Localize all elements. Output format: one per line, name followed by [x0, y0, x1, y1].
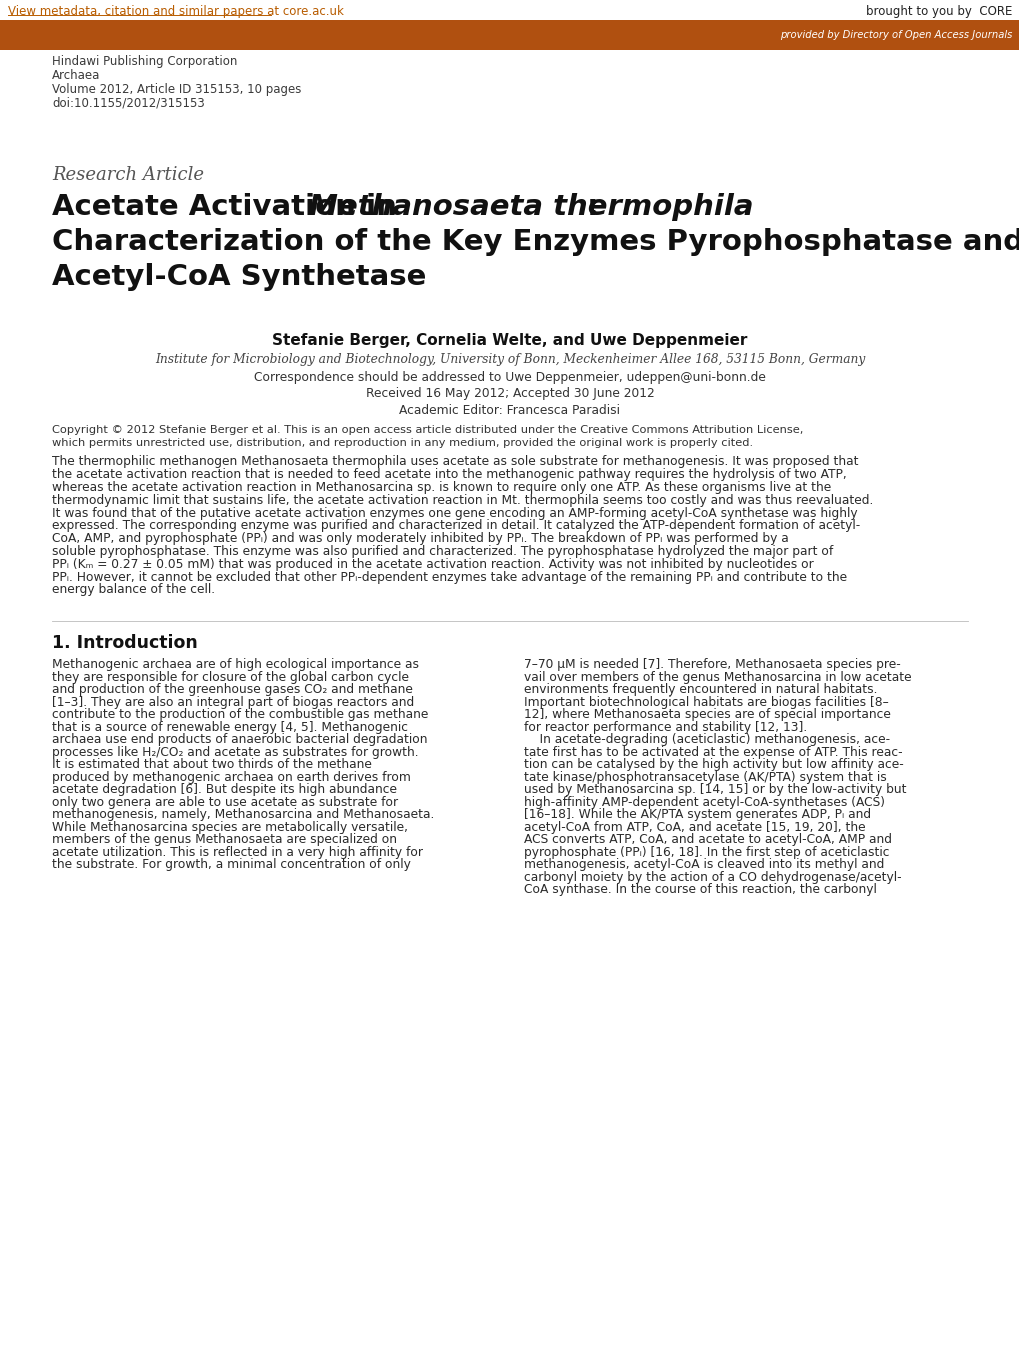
Text: members of the genus Methanosaeta are specialized on: members of the genus Methanosaeta are sp…: [52, 833, 396, 847]
Text: PPᵢ (Kₘ = 0.27 ± 0.05 mM) that was produced in the acetate activation reaction. : PPᵢ (Kₘ = 0.27 ± 0.05 mM) that was produ…: [52, 557, 813, 571]
Text: [1–3]. They are also an integral part of biogas reactors and: [1–3]. They are also an integral part of…: [52, 696, 414, 709]
Text: tate kinase/phosphotransacetylase (AK/PTA) system that is: tate kinase/phosphotransacetylase (AK/PT…: [524, 771, 886, 783]
Text: tion can be catalysed by the high activity but low affinity ace-: tion can be catalysed by the high activi…: [524, 758, 903, 771]
Text: methanogenesis, acetyl-CoA is cleaved into its methyl and: methanogenesis, acetyl-CoA is cleaved in…: [524, 859, 883, 871]
Text: methanogenesis, namely, Methanosarcina and Methanosaeta.: methanogenesis, namely, Methanosarcina a…: [52, 809, 434, 821]
Text: Volume 2012, Article ID 315153, 10 pages: Volume 2012, Article ID 315153, 10 pages: [52, 82, 301, 96]
Text: Acetate Activation in: Acetate Activation in: [52, 192, 407, 221]
Text: Methanosaeta thermophila: Methanosaeta thermophila: [309, 192, 753, 221]
Text: In acetate-degrading (aceticlastic) methanogenesis, ace-: In acetate-degrading (aceticlastic) meth…: [524, 734, 890, 746]
Text: environments frequently encountered in natural habitats.: environments frequently encountered in n…: [524, 684, 876, 696]
Text: brought to you by  CORE: brought to you by CORE: [865, 5, 1011, 19]
Text: acetate utilization. This is reflected in a very high affinity for: acetate utilization. This is reflected i…: [52, 845, 423, 859]
Text: they are responsible for closure of the global carbon cycle: they are responsible for closure of the …: [52, 670, 409, 684]
Text: thermodynamic limit that sustains life, the acetate activation reaction in Mt. t: thermodynamic limit that sustains life, …: [52, 494, 872, 507]
Text: Correspondence should be addressed to Uwe Deppenmeier, udeppen@uni-bonn.de: Correspondence should be addressed to Uw…: [254, 371, 765, 385]
Text: Acetyl-CoA Synthetase: Acetyl-CoA Synthetase: [52, 262, 426, 291]
Text: Important biotechnological habitats are biogas facilities [8–: Important biotechnological habitats are …: [524, 696, 888, 709]
Text: Archaea: Archaea: [52, 69, 100, 82]
Text: While Methanosarcina species are metabolically versatile,: While Methanosarcina species are metabol…: [52, 821, 408, 833]
Text: PPᵢ. However, it cannot be excluded that other PPᵢ-dependent enzymes take advant: PPᵢ. However, it cannot be excluded that…: [52, 571, 847, 584]
Text: The thermophilic methanogen Methanosaeta thermophila uses acetate as sole substr: The thermophilic methanogen Methanosaeta…: [52, 455, 858, 468]
Text: provided by Directory of Open Access Journals: provided by Directory of Open Access Jou…: [779, 30, 1011, 40]
Text: Stefanie Berger, Cornelia Welte, and Uwe Deppenmeier: Stefanie Berger, Cornelia Welte, and Uwe…: [272, 332, 747, 347]
Text: Characterization of the Key Enzymes Pyrophosphatase and: Characterization of the Key Enzymes Pyro…: [52, 227, 1019, 256]
Text: pyrophosphate (PPᵢ) [16, 18]. In the first step of aceticlastic: pyrophosphate (PPᵢ) [16, 18]. In the fir…: [524, 845, 889, 859]
Text: doi:10.1155/2012/315153: doi:10.1155/2012/315153: [52, 96, 205, 109]
Text: archaea use end products of anaerobic bacterial degradation: archaea use end products of anaerobic ba…: [52, 734, 427, 746]
Text: vail over members of the genus Methanosarcina in low acetate: vail over members of the genus Methanosa…: [524, 670, 911, 684]
Text: for reactor performance and stability [12, 13].: for reactor performance and stability [1…: [524, 721, 806, 734]
Text: soluble pyrophosphatase. This enzyme was also purified and characterized. The py: soluble pyrophosphatase. This enzyme was…: [52, 545, 833, 559]
Text: that is a source of renewable energy [4, 5]. Methanogenic: that is a source of renewable energy [4,…: [52, 721, 408, 734]
Bar: [0, 20, 1019, 50]
Text: carbonyl moiety by the action of a CO dehydrogenase/acetyl-: carbonyl moiety by the action of a CO de…: [524, 871, 901, 884]
Text: the substrate. For growth, a minimal concentration of only: the substrate. For growth, a minimal con…: [52, 859, 411, 871]
Text: used by Methanosarcina sp. [14, 15] or by the low-activity but: used by Methanosarcina sp. [14, 15] or b…: [524, 783, 906, 797]
Text: 7–70 μM is needed [7]. Therefore, Methanosaeta species pre-: 7–70 μM is needed [7]. Therefore, Methan…: [524, 658, 900, 672]
Text: high-affinity AMP-dependent acetyl-CoA-synthetases (ACS): high-affinity AMP-dependent acetyl-CoA-s…: [524, 795, 884, 809]
Text: processes like H₂/CO₂ and acetate as substrates for growth.: processes like H₂/CO₂ and acetate as sub…: [52, 746, 418, 759]
Text: expressed. The corresponding enzyme was purified and characterized in detail. It: expressed. The corresponding enzyme was …: [52, 520, 859, 533]
Text: It is estimated that about two thirds of the methane: It is estimated that about two thirds of…: [52, 758, 372, 771]
Text: the acetate activation reaction that is needed to feed acetate into the methanog: the acetate activation reaction that is …: [52, 468, 846, 482]
Text: 1. Introduction: 1. Introduction: [52, 634, 198, 651]
Text: [16–18]. While the AK/PTA system generates ADP, Pᵢ and: [16–18]. While the AK/PTA system generat…: [524, 809, 870, 821]
Text: Institute for Microbiology and Biotechnology, University of Bonn, Meckenheimer A: Institute for Microbiology and Biotechno…: [155, 354, 864, 366]
Text: tate first has to be activated at the expense of ATP. This reac-: tate first has to be activated at the ex…: [524, 746, 902, 759]
Text: Research Article: Research Article: [52, 166, 204, 184]
Text: which permits unrestricted use, distribution, and reproduction in any medium, pr: which permits unrestricted use, distribu…: [52, 437, 752, 448]
Text: CoA, AMP, and pyrophosphate (PPᵢ) and was only moderately inhibited by PPᵢ. The : CoA, AMP, and pyrophosphate (PPᵢ) and wa…: [52, 532, 788, 545]
Text: produced by methanogenic archaea on earth derives from: produced by methanogenic archaea on eart…: [52, 771, 411, 783]
Text: CoA synthase. In the course of this reaction, the carbonyl: CoA synthase. In the course of this reac…: [524, 883, 876, 896]
Text: ACS converts ATP, CoA, and acetate to acetyl-CoA, AMP and: ACS converts ATP, CoA, and acetate to ac…: [524, 833, 892, 847]
Text: Academic Editor: Francesca Paradisi: Academic Editor: Francesca Paradisi: [399, 404, 620, 416]
Text: Received 16 May 2012; Accepted 30 June 2012: Received 16 May 2012; Accepted 30 June 2…: [365, 388, 654, 401]
Text: whereas the acetate activation reaction in Methanosarcina sp. is known to requir: whereas the acetate activation reaction …: [52, 481, 830, 494]
Text: energy balance of the cell.: energy balance of the cell.: [52, 584, 215, 596]
Text: contribute to the production of the combustible gas methane: contribute to the production of the comb…: [52, 708, 428, 721]
Text: Copyright © 2012 Stefanie Berger et al. This is an open access article distribut: Copyright © 2012 Stefanie Berger et al. …: [52, 425, 803, 435]
Text: View metadata, citation and similar papers at core.ac.uk: View metadata, citation and similar pape…: [8, 5, 343, 19]
Text: 12], where Methanosaeta species are of special importance: 12], where Methanosaeta species are of s…: [524, 708, 890, 721]
Text: :: :: [586, 192, 598, 221]
Text: only two genera are able to use acetate as substrate for: only two genera are able to use acetate …: [52, 795, 397, 809]
Text: It was found that of the putative acetate activation enzymes one gene encoding a: It was found that of the putative acetat…: [52, 506, 857, 520]
Text: acetate degradation [6]. But despite its high abundance: acetate degradation [6]. But despite its…: [52, 783, 396, 797]
Text: and production of the greenhouse gases CO₂ and methane: and production of the greenhouse gases C…: [52, 684, 413, 696]
Text: Methanogenic archaea are of high ecological importance as: Methanogenic archaea are of high ecologi…: [52, 658, 419, 672]
Text: Hindawi Publishing Corporation: Hindawi Publishing Corporation: [52, 55, 237, 69]
Text: acetyl-CoA from ATP, CoA, and acetate [15, 19, 20], the: acetyl-CoA from ATP, CoA, and acetate [1…: [524, 821, 865, 833]
